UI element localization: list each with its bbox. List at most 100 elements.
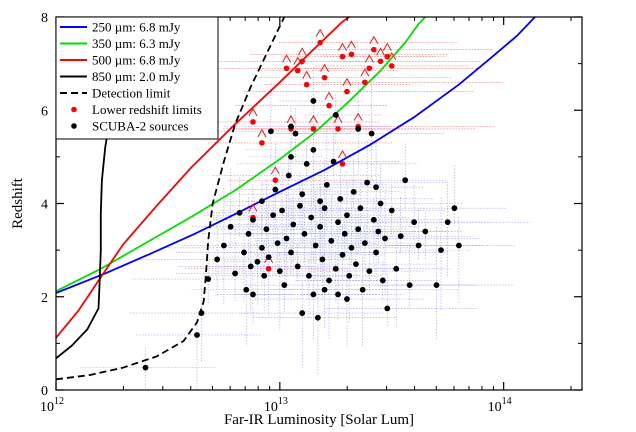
source-point: [205, 276, 212, 282]
x-axis-label: Far-IR Luminosity [Solar Lum]: [224, 412, 414, 428]
source-point: [344, 212, 350, 219]
lower-limit-point: [388, 63, 395, 69]
source-point: [214, 256, 221, 263]
curve-500-m-6-8-mjy: [55, 16, 350, 339]
source-point: [382, 235, 388, 242]
source-point: [288, 153, 294, 160]
lower-limit-point: [339, 53, 346, 60]
source-point: [373, 184, 379, 191]
source-point: [341, 230, 348, 237]
source-point: [299, 191, 306, 198]
source-point: [370, 216, 377, 223]
source-point: [281, 282, 288, 288]
source-point: [250, 291, 256, 298]
source-point: [346, 272, 353, 279]
lower-limit-point: [303, 81, 310, 88]
source-point: [317, 223, 324, 230]
source-point: [267, 128, 274, 135]
source-point: [332, 112, 339, 118]
source-point: [444, 219, 451, 226]
source-point: [433, 282, 440, 288]
y-tick-label: 0: [41, 384, 48, 399]
source-point: [384, 305, 391, 312]
lower-limit-point: [283, 65, 290, 72]
source-point: [220, 242, 227, 249]
legend-label: 850 µm: 2.0 mJy: [92, 69, 181, 84]
source-point: [232, 270, 238, 277]
lower-limit-arrow: [309, 114, 318, 124]
source-point: [332, 265, 339, 272]
source-point: [274, 240, 281, 247]
x-tick-label: 1012: [40, 396, 64, 415]
lower-limit-point: [299, 58, 306, 65]
legend-label: 500 µm: 6.8 mJy: [92, 53, 181, 68]
lower-limit-arrow: [338, 42, 347, 51]
legend-marker: [71, 106, 77, 113]
source-point: [348, 244, 355, 251]
lower-limit-point: [294, 67, 301, 74]
source-point: [265, 254, 272, 261]
source-point: [373, 249, 379, 256]
source-point: [326, 277, 332, 284]
source-point: [350, 188, 357, 195]
lower-limit-arrow: [282, 54, 291, 63]
source-point: [411, 219, 418, 226]
curve-detection-limit: [55, 16, 286, 381]
source-point: [288, 249, 294, 256]
lower-limit-point: [335, 126, 341, 132]
source-point: [259, 244, 265, 251]
source-point: [319, 256, 326, 263]
source-point: [259, 198, 265, 205]
source-point: [247, 263, 254, 270]
source-point: [308, 214, 315, 221]
source-point: [310, 146, 317, 153]
lower-limit-arrow: [324, 91, 334, 100]
source-point: [270, 212, 277, 219]
source-point: [290, 221, 297, 228]
source-point: [279, 207, 285, 214]
legend-label: Detection limit: [92, 86, 171, 101]
source-point: [393, 265, 400, 272]
source-point: [337, 195, 344, 202]
source-point: [245, 230, 252, 237]
source-point: [451, 205, 458, 212]
source-point: [297, 202, 303, 209]
lower-limit-arrow: [347, 40, 356, 49]
y-axis-label: Redshift: [10, 177, 26, 229]
source-point: [250, 216, 256, 223]
source-point: [368, 130, 375, 137]
source-point: [438, 247, 444, 254]
lower-limit-arrow: [302, 70, 312, 79]
y-tick-label: 2: [41, 291, 48, 306]
lower-limit-arrow: [387, 52, 397, 61]
source-point: [355, 125, 362, 132]
lower-limit-point: [348, 51, 355, 58]
error-bars: [81, 42, 531, 390]
source-point: [379, 277, 386, 284]
legend-label: 350 µm: 6.3 mJy: [92, 36, 181, 51]
source-point: [198, 310, 205, 316]
source-point: [406, 282, 413, 288]
source-point: [397, 233, 404, 240]
lower-limit-arrow: [338, 149, 347, 159]
source-point: [353, 261, 359, 268]
y-tick-label: 6: [41, 104, 48, 119]
source-point: [306, 272, 312, 279]
source-point: [276, 268, 283, 275]
lower-limit-point: [377, 58, 384, 65]
source-point: [299, 310, 306, 316]
lower-limit-point: [344, 88, 350, 95]
source-point: [402, 177, 409, 184]
source-point: [283, 235, 290, 242]
x-tick-label: 1014: [488, 396, 512, 415]
source-point: [310, 291, 317, 298]
lower-limit-point: [339, 161, 346, 167]
data-markers: [142, 28, 462, 371]
source-point: [321, 205, 328, 212]
lower-limit-arrow: [257, 128, 267, 138]
source-point: [301, 230, 308, 237]
source-point: [310, 98, 317, 104]
source-point: [303, 160, 310, 167]
source-point: [339, 251, 346, 258]
